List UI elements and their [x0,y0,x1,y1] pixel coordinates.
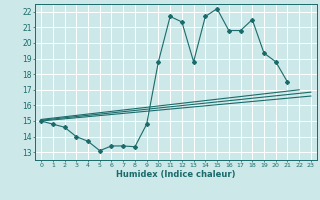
X-axis label: Humidex (Indice chaleur): Humidex (Indice chaleur) [116,170,236,179]
